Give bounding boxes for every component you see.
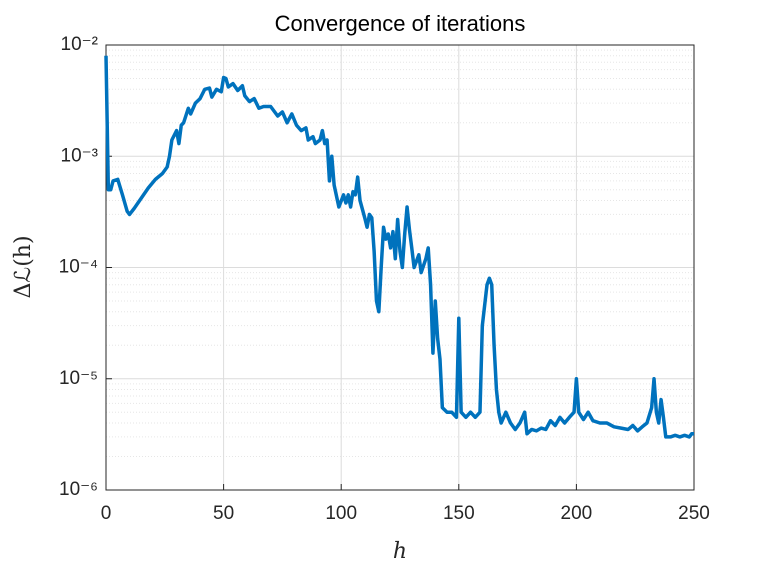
y-tick-label: 10⁻⁴ (59, 257, 98, 278)
y-tick-label: 10⁻⁵ (59, 368, 98, 389)
x-tick-label: 200 (561, 503, 593, 524)
x-tick-label: 250 (678, 503, 710, 524)
x-axis-label: h (393, 539, 407, 564)
y-axis-label: Δℒ(h) (11, 235, 36, 298)
data-line (104, 55, 694, 439)
y-tick-label: 10⁻³ (61, 145, 99, 166)
chart-title: Convergence of iterations (275, 11, 526, 36)
y-tick-label: 10⁻⁶ (59, 479, 98, 500)
y-tick-label: 10⁻² (61, 34, 99, 55)
x-tick-label: 50 (213, 503, 234, 524)
axes-box (105, 44, 695, 491)
x-tick-label: 0 (101, 503, 112, 524)
x-tick-label: 100 (325, 503, 357, 524)
x-tick-label: 150 (443, 503, 475, 524)
